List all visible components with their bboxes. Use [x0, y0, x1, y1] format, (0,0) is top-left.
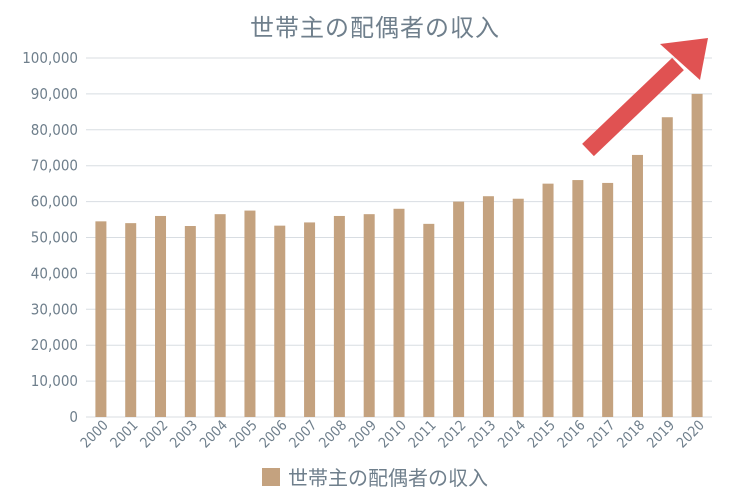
- y-tick-label: 40,000: [31, 264, 78, 282]
- legend-label: 世帯主の配偶者の収入: [288, 466, 488, 490]
- x-tick-label: 2009: [346, 418, 380, 452]
- bar-2008: [333, 215, 345, 417]
- bar-2006: [274, 225, 286, 417]
- bar-2014: [512, 198, 524, 417]
- bar-2004: [214, 214, 226, 417]
- x-tick-label: 2003: [167, 418, 201, 452]
- y-tick-label: 10,000: [31, 372, 78, 390]
- legend-swatch: [262, 467, 280, 486]
- legend: 世帯主の配偶者の収入: [0, 462, 750, 491]
- bar-2010: [393, 208, 405, 417]
- y-tick-label: 60,000: [31, 193, 78, 211]
- bar-2019: [661, 117, 673, 418]
- y-tick-label: 90,000: [31, 85, 78, 103]
- x-tick-label: 2017: [585, 418, 619, 452]
- y-tick-label: 80,000: [31, 121, 78, 139]
- bar-2017: [602, 182, 614, 417]
- bar-2015: [542, 183, 554, 417]
- x-tick-label: 2020: [674, 418, 708, 452]
- bar-2003: [184, 226, 196, 417]
- x-tick-label: 2013: [465, 418, 499, 452]
- y-tick-label: 0: [69, 408, 78, 426]
- x-tick-label: 2007: [286, 418, 320, 452]
- bar-2012: [453, 201, 465, 417]
- y-tick-label: 50,000: [31, 229, 78, 247]
- bar-2005: [244, 210, 256, 417]
- bar-2018: [631, 154, 643, 417]
- bar-2000: [95, 221, 107, 417]
- y-tick-label: 100,000: [22, 49, 78, 67]
- x-tick-label: 2010: [376, 418, 410, 452]
- x-tick-label: 2004: [197, 418, 231, 452]
- x-tick-label: 2001: [108, 418, 142, 452]
- x-tick-label: 2016: [555, 418, 589, 452]
- x-tick-label: 2018: [614, 418, 648, 452]
- chart-title: 世帯主の配偶者の収入: [250, 14, 500, 42]
- x-tick-label: 2002: [137, 418, 171, 452]
- x-tick-label: 2008: [316, 418, 350, 452]
- bar-2020: [691, 93, 703, 418]
- x-tick-label: 2019: [644, 418, 678, 452]
- x-tick-label: 2006: [257, 418, 291, 452]
- bar-2016: [572, 180, 584, 417]
- trend-arrow-head: [660, 38, 708, 80]
- y-tick-label: 30,000: [31, 300, 78, 318]
- y-tick-label: 20,000: [31, 336, 78, 354]
- x-tick-label: 2000: [78, 418, 112, 452]
- bar-2007: [304, 222, 316, 417]
- bar-2002: [155, 215, 167, 417]
- bar-2013: [482, 196, 494, 417]
- trend-arrow-shaft: [582, 57, 684, 157]
- bar-2001: [125, 223, 137, 417]
- x-tick-label: 2005: [227, 418, 261, 452]
- bar-2009: [363, 214, 375, 417]
- x-tick-label: 2012: [435, 418, 469, 452]
- x-tick-label: 2011: [406, 418, 440, 452]
- y-tick-label: 70,000: [31, 157, 78, 175]
- x-tick-label: 2014: [495, 418, 529, 452]
- x-tick-label: 2015: [525, 418, 559, 452]
- bar-2011: [423, 223, 435, 417]
